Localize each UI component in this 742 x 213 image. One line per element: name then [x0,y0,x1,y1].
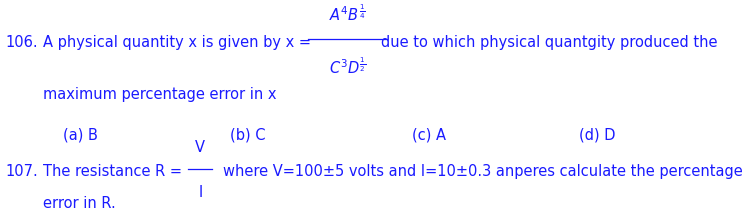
Text: 107.: 107. [6,164,39,179]
Text: The resistance R =: The resistance R = [43,164,182,179]
Text: error in R.: error in R. [43,196,116,211]
Text: (d) D: (d) D [579,128,615,143]
Text: (a) B: (a) B [63,128,98,143]
Text: 106.: 106. [6,35,39,50]
Text: I: I [198,185,203,200]
Text: $C^3D^{\frac{1}{2}}$: $C^3D^{\frac{1}{2}}$ [329,56,366,77]
Text: (b) C: (b) C [230,128,266,143]
Text: (c) A: (c) A [412,128,446,143]
Text: due to which physical quantgity produced the: due to which physical quantgity produced… [381,35,718,50]
Text: maximum percentage error in x: maximum percentage error in x [43,87,277,102]
Text: where V=100±5 volts and I=10±0.3 anperes calculate the percentage: where V=100±5 volts and I=10±0.3 anperes… [223,164,742,179]
Text: V: V [195,141,206,155]
Text: $A^4B^{\frac{1}{4}}$: $A^4B^{\frac{1}{4}}$ [329,4,366,24]
Text: A physical quantity x is given by x =: A physical quantity x is given by x = [43,35,311,50]
